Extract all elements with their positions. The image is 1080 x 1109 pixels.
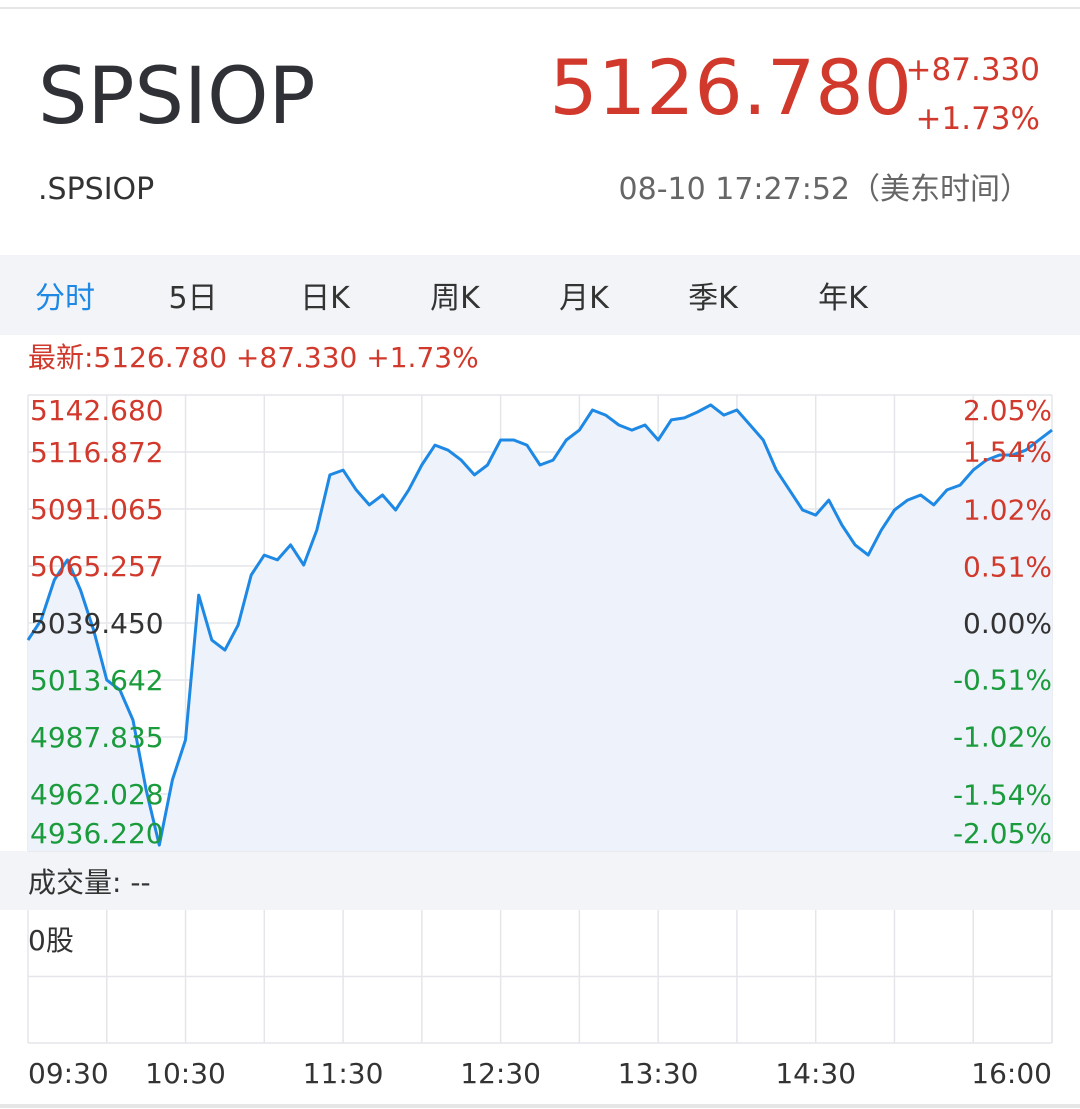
timestamp: 08-10 17:27:52（美东时间） xyxy=(619,172,1030,207)
y2-tick-label: -1.54% xyxy=(953,778,1052,811)
x-tick-label: 09:30 xyxy=(28,1057,109,1090)
y2-tick-label: 1.54% xyxy=(963,436,1052,469)
y-tick-label: 5065.257 xyxy=(30,550,164,583)
tab[interactable]: 年K xyxy=(818,281,869,316)
y-tick-label: 5091.065 xyxy=(30,493,164,526)
title: SPSIOP xyxy=(38,52,316,142)
y2-tick-label: -2.05% xyxy=(953,817,1052,850)
y2-tick-label: -0.51% xyxy=(953,664,1052,697)
latest-quote: 最新:5126.780 +87.330 +1.73% xyxy=(28,341,479,374)
y2-tick-label: -1.02% xyxy=(953,720,1052,753)
tab[interactable]: 季K xyxy=(688,281,739,316)
tab[interactable]: 日K xyxy=(300,281,351,316)
x-tick-label: 10:30 xyxy=(145,1057,226,1090)
y-tick-label: 5013.642 xyxy=(30,664,164,697)
tab[interactable]: 分时 xyxy=(35,281,95,316)
y2-tick-label: 0.00% xyxy=(963,607,1052,640)
y-tick-label: 5142.680 xyxy=(30,394,164,427)
y2-tick-label: 0.51% xyxy=(963,550,1052,583)
price-area xyxy=(28,404,1052,851)
x-tick-label: 14:30 xyxy=(775,1057,856,1090)
x-tick-label: 13:30 xyxy=(618,1057,699,1090)
x-tick-label: 12:30 xyxy=(460,1057,541,1090)
tab-bar xyxy=(0,255,1080,335)
tab[interactable]: 5日 xyxy=(168,281,217,316)
volume-tick: 0股 xyxy=(28,924,74,957)
volume-label: 成交量: -- xyxy=(28,866,151,899)
y-tick-label: 4936.220 xyxy=(30,817,164,850)
change-pct: +1.73% xyxy=(916,101,1040,137)
tab[interactable]: 月K xyxy=(559,281,610,316)
price: 5126.780 xyxy=(549,43,912,132)
code: .SPSIOP xyxy=(38,172,154,207)
y-tick-label: 5039.450 xyxy=(30,607,164,640)
y2-tick-label: 1.02% xyxy=(963,494,1052,527)
y-tick-label: 5116.872 xyxy=(30,436,164,469)
y-tick-label: 4962.028 xyxy=(30,778,164,811)
tab[interactable]: 周K xyxy=(430,281,481,316)
x-tick-label: 16:00 xyxy=(971,1057,1052,1090)
change: +87.330 xyxy=(906,52,1040,88)
x-tick-label: 11:30 xyxy=(303,1057,384,1090)
y-tick-label: 4987.835 xyxy=(30,721,164,754)
price-line xyxy=(26,403,1053,847)
volume-header-band xyxy=(0,851,1080,910)
y2-tick-label: 2.05% xyxy=(963,394,1052,427)
